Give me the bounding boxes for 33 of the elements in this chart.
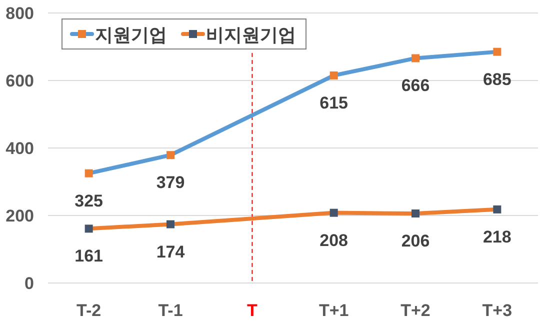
point (493, 48, 502, 56)
y-tick-label: 200 (6, 206, 34, 226)
y-tick-label: 400 (6, 139, 34, 158)
x-tick-label: T+3 (482, 301, 512, 320)
point (84, 224, 93, 233)
point (412, 54, 420, 62)
data-label: 206 (401, 231, 430, 250)
point (166, 220, 174, 228)
y-tick-label: 800 (6, 4, 34, 23)
data-label: 208 (320, 230, 348, 250)
legend-label: 지원기업 (95, 25, 167, 45)
point (412, 209, 420, 218)
y-tick-label: 0 (24, 274, 34, 293)
y-tick-label: 600 (6, 72, 34, 90)
x-tick-label: T-1 (158, 301, 183, 320)
point (166, 151, 174, 160)
x-tick-label: T-2 (76, 301, 102, 320)
data-label: 218 (482, 227, 512, 246)
data-label: 174 (156, 242, 186, 262)
x-tick-label: T (246, 301, 258, 320)
point (330, 208, 338, 217)
data-label: 161 (74, 246, 104, 266)
data-label: 666 (401, 76, 430, 96)
x-tick-label: T+1 (318, 301, 349, 320)
point (330, 71, 338, 80)
data-label: 615 (320, 93, 348, 112)
data-label: 325 (74, 191, 104, 210)
point (493, 205, 502, 214)
legend-label: 비지원기업 (206, 25, 296, 45)
x-tick-label: T+2 (400, 301, 430, 320)
data-label: 379 (156, 173, 185, 192)
point (84, 169, 93, 178)
data-label: 685 (482, 70, 512, 89)
